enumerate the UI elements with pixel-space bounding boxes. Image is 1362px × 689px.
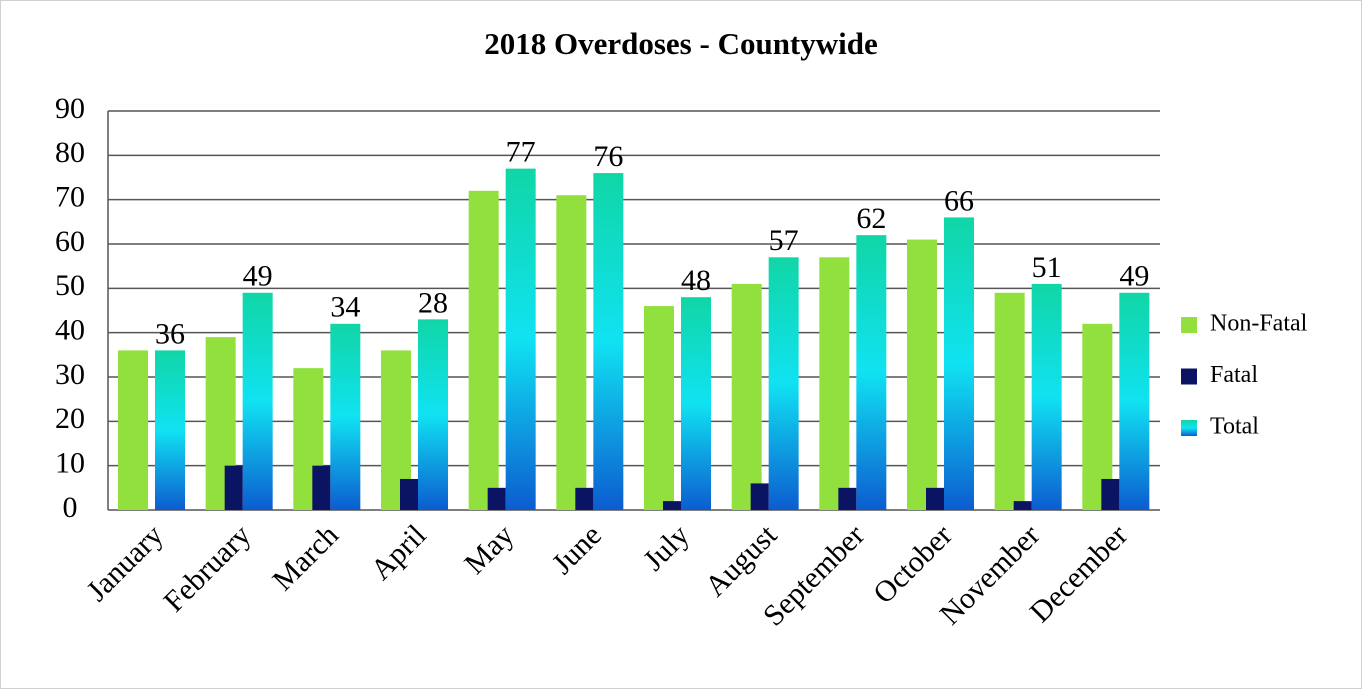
x-tick-label: January: [80, 518, 169, 607]
x-tick-label: May: [458, 518, 520, 580]
bar: [1013, 501, 1032, 510]
data-label: 28: [418, 286, 448, 319]
legend-swatch: [1181, 317, 1197, 333]
bar: [768, 257, 799, 510]
bar: [418, 319, 448, 510]
bar: [330, 323, 361, 510]
data-label: 51: [1032, 251, 1062, 284]
chart-title: 2018 Overdoses - Countywide: [484, 26, 878, 61]
bar: [819, 257, 850, 510]
data-label: 66: [944, 184, 974, 217]
bar: [593, 173, 624, 511]
x-tick-label: March: [266, 518, 345, 597]
bar: [944, 217, 974, 510]
bar: [926, 487, 944, 510]
bar: [644, 306, 674, 510]
y-tick-label: 0: [63, 491, 78, 524]
x-tick-label: February: [157, 518, 257, 618]
bar: [994, 292, 1025, 510]
x-tick-label: July: [637, 518, 696, 577]
bar: [242, 292, 273, 510]
bar: [468, 190, 499, 511]
data-label: 77: [506, 136, 536, 169]
bar: [856, 235, 887, 510]
y-tick-label: 60: [55, 225, 85, 258]
legend-label: Total: [1210, 414, 1259, 440]
y-tick-label: 50: [55, 269, 85, 302]
data-label: 57: [769, 224, 799, 257]
bar: [731, 283, 762, 510]
y-tick-label: 90: [55, 92, 85, 125]
bar: [556, 195, 587, 510]
y-tick-label: 20: [55, 402, 85, 435]
bar: [1101, 478, 1120, 510]
y-tick-label: 80: [55, 136, 85, 169]
data-label: 34: [330, 291, 360, 324]
legend-label: Non-Fatal: [1210, 311, 1308, 337]
bar: [663, 501, 681, 510]
y-tick-label: 40: [55, 314, 85, 347]
bar: [750, 483, 769, 510]
legend-swatch: [1181, 368, 1197, 385]
bar: [575, 487, 594, 510]
legend-label: Fatal: [1210, 362, 1258, 388]
bar: [681, 297, 711, 510]
y-tick-label: 10: [55, 447, 85, 480]
bar: [400, 478, 418, 510]
bar: [907, 239, 937, 511]
x-tick-label: April: [365, 518, 433, 586]
bar: [155, 350, 185, 510]
bar: [487, 487, 506, 510]
bar: [312, 465, 331, 510]
data-label: 76: [593, 140, 623, 173]
data-label: 36: [155, 317, 185, 350]
bar: [505, 168, 536, 510]
y-tick-label: 70: [55, 181, 85, 214]
y-tick-label: 30: [55, 358, 85, 391]
data-label: 49: [1119, 260, 1149, 293]
bar: [224, 465, 243, 510]
bar: [1119, 292, 1150, 510]
bar: [1031, 283, 1062, 510]
x-tick-label: December: [1023, 518, 1133, 628]
bar: [838, 487, 857, 510]
x-tick-label: June: [546, 518, 608, 580]
data-label: 62: [856, 202, 886, 235]
legend-swatch: [1181, 420, 1197, 436]
data-label: 49: [243, 260, 273, 293]
data-label: 48: [681, 264, 711, 297]
bar: [118, 350, 148, 510]
x-tick-label: August: [699, 518, 784, 603]
